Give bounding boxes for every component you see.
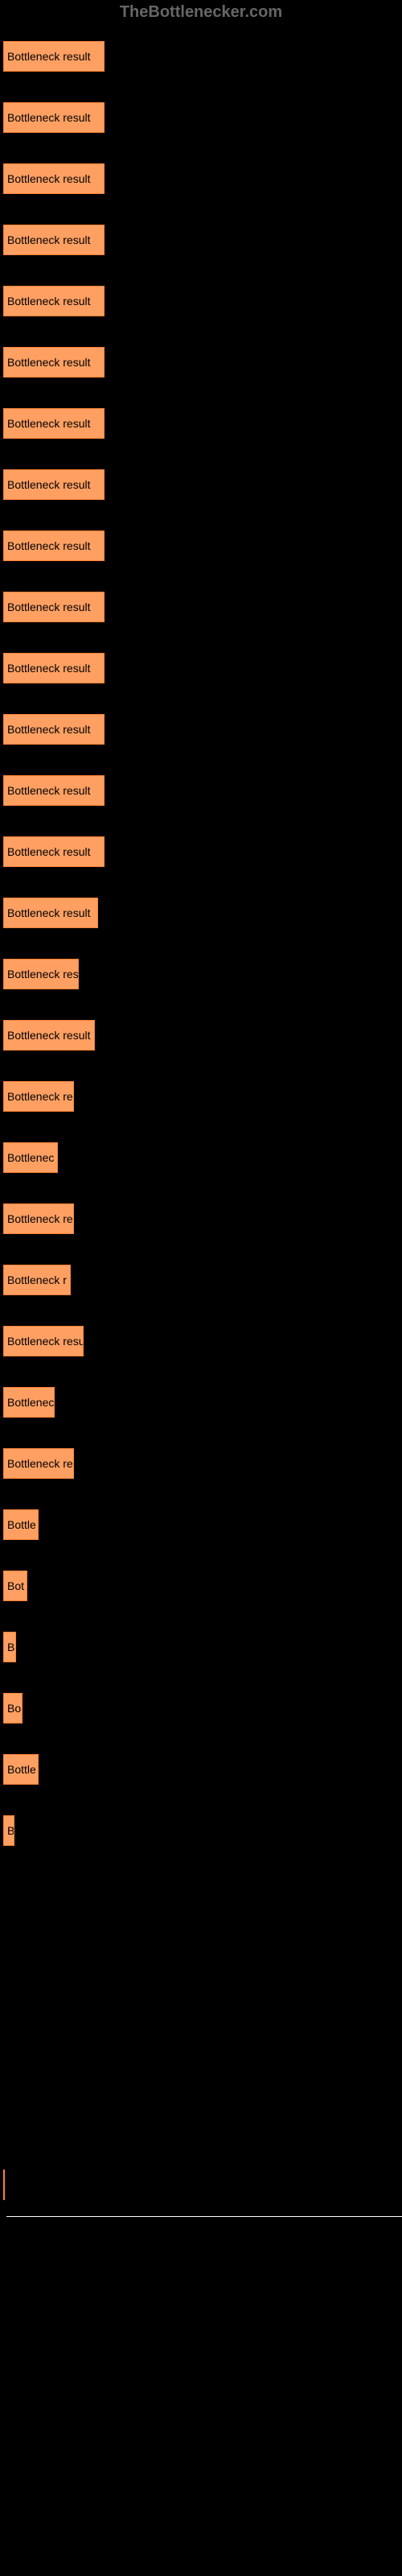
bar[interactable]: Bottleneck r	[3, 1265, 71, 1295]
bar-row: Bottleneck result	[3, 163, 402, 196]
bar[interactable]: Bo	[3, 1693, 23, 1724]
bar-row: Bottleneck result	[3, 898, 402, 930]
bar[interactable]: Bottleneck result	[3, 592, 105, 622]
bar[interactable]: Bottleneck result	[3, 775, 105, 806]
bar-row: Bottleneck result	[3, 714, 402, 746]
bar-row: Bottleneck result	[3, 102, 402, 134]
bar[interactable]: B	[3, 1632, 16, 1662]
bar-row: Bottlenec	[3, 1387, 402, 1419]
bar[interactable]: Bottleneck re	[3, 1203, 74, 1234]
bar-row: Bottleneck result	[3, 836, 402, 869]
bar[interactable]: Bottleneck result	[3, 653, 105, 683]
bar[interactable]: Bottleneck re	[3, 1081, 74, 1112]
bar[interactable]: Bottleneck result	[3, 347, 105, 378]
bar-row: Bottle	[3, 1509, 402, 1542]
bar[interactable]: Bottle	[3, 1509, 39, 1540]
bar-row: Bottleneck re	[3, 1448, 402, 1480]
bar-row: B	[3, 1632, 402, 1664]
bar[interactable]: Bottleneck result	[3, 898, 98, 928]
bar-row: Bottleneck result	[3, 1020, 402, 1052]
bar-row: Bot	[3, 1571, 402, 1603]
bar[interactable]: Bottleneck result	[3, 469, 105, 500]
bar-row: Bottlenec	[3, 1142, 402, 1174]
bar-row: Bo	[3, 1693, 402, 1725]
bar[interactable]: Bottleneck result	[3, 163, 105, 194]
x-axis	[6, 2216, 402, 2217]
bar[interactable]: Bot	[3, 1571, 27, 1601]
header: TheBottlenecker.com	[0, 0, 402, 25]
tiny-bar	[3, 2169, 5, 2200]
bar-row: Bottleneck result	[3, 775, 402, 807]
bar-row: B	[3, 1815, 402, 1847]
bar[interactable]: Bottlenec	[3, 1387, 55, 1418]
bar[interactable]: Bottleneck result	[3, 225, 105, 255]
bar-row: Bottleneck result	[3, 653, 402, 685]
bar-row: Bottleneck result	[3, 286, 402, 318]
bar-row: Bottleneck re	[3, 1081, 402, 1113]
bar[interactable]: Bottleneck resu	[3, 1326, 84, 1356]
bar-row: Bottleneck result	[3, 592, 402, 624]
bar[interactable]: Bottleneck re	[3, 1448, 74, 1479]
bar[interactable]: B	[3, 1815, 14, 1846]
bar-row: Bottleneck result	[3, 530, 402, 563]
site-link[interactable]: TheBottlenecker.com	[120, 3, 282, 21]
bar-row: Bottleneck resu	[3, 1326, 402, 1358]
bar[interactable]: Bottleneck result	[3, 836, 105, 867]
bar[interactable]: Bottleneck result	[3, 714, 105, 745]
bar[interactable]: Bottleneck result	[3, 1020, 95, 1051]
bar-row: Bottleneck result	[3, 408, 402, 440]
bar-row: Bottleneck result	[3, 469, 402, 502]
bar-row: Bottle	[3, 1754, 402, 1786]
bar[interactable]: Bottleneck result	[3, 286, 105, 316]
bar[interactable]: Bottleneck result	[3, 530, 105, 561]
chart-area: Bottleneck result Bottleneck result Bottle…	[3, 41, 402, 1847]
bar[interactable]: Bottle	[3, 1754, 39, 1785]
bar[interactable]: Bottleneck res	[3, 959, 79, 989]
bar-row: Bottleneck r	[3, 1265, 402, 1297]
bar-row: Bottleneck re	[3, 1203, 402, 1236]
bar-row: Bottleneck result	[3, 347, 402, 379]
bar[interactable]: Bottleneck result	[3, 408, 105, 439]
bar[interactable]: Bottlenec	[3, 1142, 58, 1173]
bar-row: Bottleneck res	[3, 959, 402, 991]
bar-row: Bottleneck result	[3, 225, 402, 257]
bar-row: Bottleneck result	[3, 41, 402, 73]
bar[interactable]: Bottleneck result	[3, 102, 105, 133]
chart-container: Bottleneck result Bottleneck result Bottle…	[0, 25, 402, 2217]
bar[interactable]: Bottleneck result	[3, 41, 105, 72]
